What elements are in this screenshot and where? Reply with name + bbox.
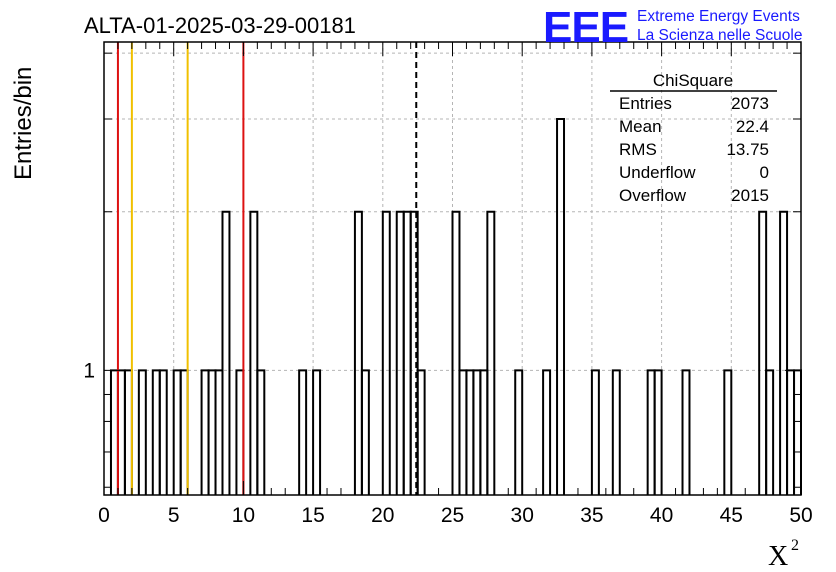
stats-box: ChiSquare Entries 2073 Mean 22.4 RMS 13.75 Und… (610, 71, 777, 205)
eee-logo: EEE Extreme Energy Events La Scienza nel… (543, 3, 802, 52)
x-tick-label: 45 (720, 504, 743, 527)
stats-row-label: RMS (619, 140, 657, 159)
histogram-bin (779, 210, 789, 495)
stats-row-label: Mean (619, 117, 662, 136)
x-tick-label: 15 (301, 504, 324, 527)
y-tick-label: 1 (83, 359, 95, 382)
histogram-bin (312, 369, 322, 495)
histogram-bin (472, 369, 482, 495)
histogram-bin (158, 369, 168, 495)
histogram-bin (465, 369, 475, 495)
logo-mark: EEE (543, 3, 628, 52)
x-tick-label: 50 (789, 504, 812, 527)
histogram-bin (590, 369, 600, 495)
stats-row-value: 13.75 (726, 140, 769, 159)
stats-row-value: 2073 (731, 94, 769, 113)
histogram-bin (486, 210, 496, 495)
histogram-bin (765, 369, 775, 495)
histogram-bin (409, 210, 419, 495)
x-axis-label: X (768, 541, 788, 572)
x-tick-label: 0 (98, 504, 110, 527)
histogram-bin (353, 210, 363, 495)
stats-row-label: Underflow (619, 163, 696, 182)
histogram-bin (653, 369, 663, 495)
histogram-bin (402, 210, 412, 495)
histogram-bin (793, 369, 802, 495)
histogram-bin (207, 369, 217, 495)
histogram-bin (137, 369, 147, 495)
histogram-bin (172, 369, 182, 495)
histogram-bin (556, 117, 566, 495)
marker-lines (116, 42, 418, 495)
x-tick-label: 30 (511, 504, 534, 527)
stats-box-title: ChiSquare (653, 71, 733, 90)
histogram-bin (256, 369, 266, 495)
histogram-bin (298, 369, 308, 495)
histogram-bin (109, 369, 119, 495)
histogram-bin (479, 369, 489, 495)
stats-row-value: 0 (760, 163, 769, 182)
histogram-bin (200, 369, 210, 495)
logo-line-2: La Scienza nelle Scuole (637, 27, 802, 44)
stats-row-label: Overflow (619, 186, 687, 205)
histogram-bin (179, 369, 189, 495)
histogram-bin (249, 210, 259, 495)
histogram-bin (360, 369, 370, 495)
stats-row-value: 22.4 (736, 117, 769, 136)
histogram-bin (681, 369, 691, 495)
x-tick-label: 35 (580, 504, 603, 527)
x-tick-label: 20 (371, 504, 394, 527)
histogram-bin (395, 210, 405, 495)
histogram-bin (611, 369, 621, 495)
axes: 0 5 10 15 20 25 30 35 40 45 50 1 (83, 42, 813, 527)
histogram-bin (381, 210, 391, 495)
histogram-bin (646, 369, 656, 495)
histogram-bin (116, 369, 126, 495)
histogram-bin (451, 210, 461, 495)
histogram-bin (123, 369, 133, 495)
x-tick-label: 5 (168, 504, 180, 527)
histogram-bin (416, 369, 426, 495)
histogram-bin (786, 369, 796, 495)
histogram-bin (514, 369, 524, 495)
x-tick-label: 25 (441, 504, 464, 527)
histogram-bin (151, 369, 161, 495)
x-tick-label: 40 (650, 504, 673, 527)
histogram-bars (109, 117, 802, 495)
histogram-bin (723, 369, 733, 495)
histogram-bin (542, 369, 552, 495)
x-axis-label-superscript: 2 (791, 537, 799, 554)
logo-line-1: Extreme Energy Events (637, 8, 800, 25)
y-axis-label: Entries/bin (10, 67, 37, 180)
histogram-bin (214, 369, 224, 495)
histogram-bin (221, 210, 231, 495)
stats-row-value: 2015 (731, 186, 769, 205)
histogram-bin (458, 369, 468, 495)
histogram-bin (235, 369, 245, 495)
x-tick-label: 10 (232, 504, 255, 527)
histogram-bin (758, 210, 768, 495)
stats-row-label: Entries (619, 94, 672, 113)
chart-title: ALTA-01-2025-03-29-00181 (84, 13, 356, 38)
